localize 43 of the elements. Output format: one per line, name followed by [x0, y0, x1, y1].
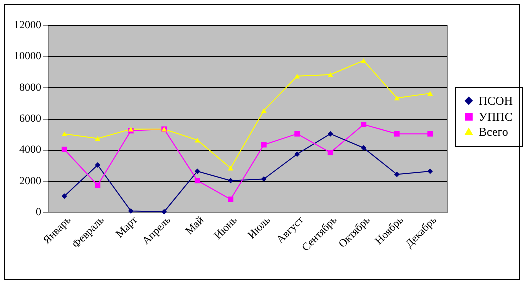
point	[294, 74, 300, 79]
y-tick-label: 6000	[20, 113, 42, 125]
point	[428, 131, 434, 137]
point	[428, 168, 434, 174]
point	[95, 162, 101, 168]
point	[394, 131, 400, 137]
y-tick-label: 8000	[20, 82, 42, 94]
legend-label: УППС	[479, 110, 513, 124]
point	[62, 132, 68, 136]
point	[62, 194, 68, 200]
point	[95, 182, 101, 188]
y-tick-label: 12000	[14, 20, 42, 32]
point	[361, 145, 367, 151]
point	[128, 208, 134, 214]
point	[428, 91, 434, 96]
point	[95, 136, 101, 142]
point	[194, 178, 200, 184]
point	[228, 196, 234, 202]
point	[261, 176, 267, 182]
y-tick-label: 4000	[20, 144, 42, 156]
point	[294, 152, 300, 158]
point	[394, 96, 400, 101]
point	[194, 138, 200, 143]
point	[328, 131, 334, 137]
point	[328, 150, 334, 156]
point	[328, 72, 334, 78]
x-tick-label: Май	[184, 214, 207, 238]
legend-label: ПСОН	[479, 94, 514, 108]
point	[261, 142, 267, 148]
point	[162, 209, 168, 215]
point	[294, 131, 300, 137]
legend-label: Всего	[479, 125, 508, 139]
point	[361, 58, 367, 64]
point	[228, 178, 234, 184]
point	[361, 122, 367, 128]
point	[62, 146, 68, 152]
y-tick-label: 2000	[20, 175, 42, 188]
y-tick-label: 0	[36, 206, 42, 218]
y-tick-label: 10000	[14, 50, 42, 63]
point	[228, 166, 234, 171]
point	[261, 108, 267, 114]
point	[194, 168, 200, 174]
point	[394, 172, 400, 178]
